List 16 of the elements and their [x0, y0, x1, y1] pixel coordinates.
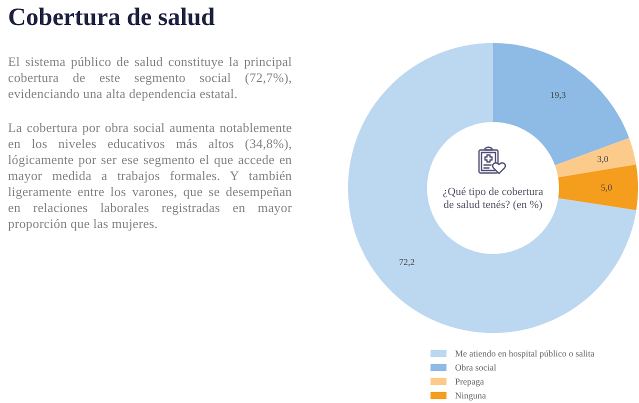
legend-label: Me atiendo en hospital público o salita	[455, 348, 594, 358]
legend-label: Prepaga	[455, 376, 484, 386]
donut-slice	[554, 138, 636, 178]
text: El sistema público de salud constituye la principal cobertura de este segmento social (72,7%), evidenciando una alta dependencia estatal.	[8, 54, 292, 102]
data-label: 5,0	[600, 182, 613, 192]
data-label: 72,2	[398, 256, 415, 267]
donut-slice	[493, 43, 630, 166]
donut-slice	[558, 164, 638, 210]
data-label: 19,3	[550, 90, 566, 100]
legend-label: Ninguna	[455, 390, 486, 400]
donut-slice	[348, 43, 636, 333]
text: La cobertura por obra social aumenta notablemente en los niveles educativos más altos (34,8%), lógicamente por ser ese segmento el que accede en mayor medida a trabajos formales. Y también ligeramente entre los varones, que se desempeñan en relaciones laborales registradas en mayor proporción que las mujeres.	[8, 120, 292, 232]
text: Cobertura de salud	[8, 4, 215, 32]
legend-label: Obra social	[455, 362, 497, 372]
data-label: 3,0	[597, 154, 609, 164]
text: ¿Qué tipo de cobertura de salud tenés? (en %)	[442, 186, 544, 212]
